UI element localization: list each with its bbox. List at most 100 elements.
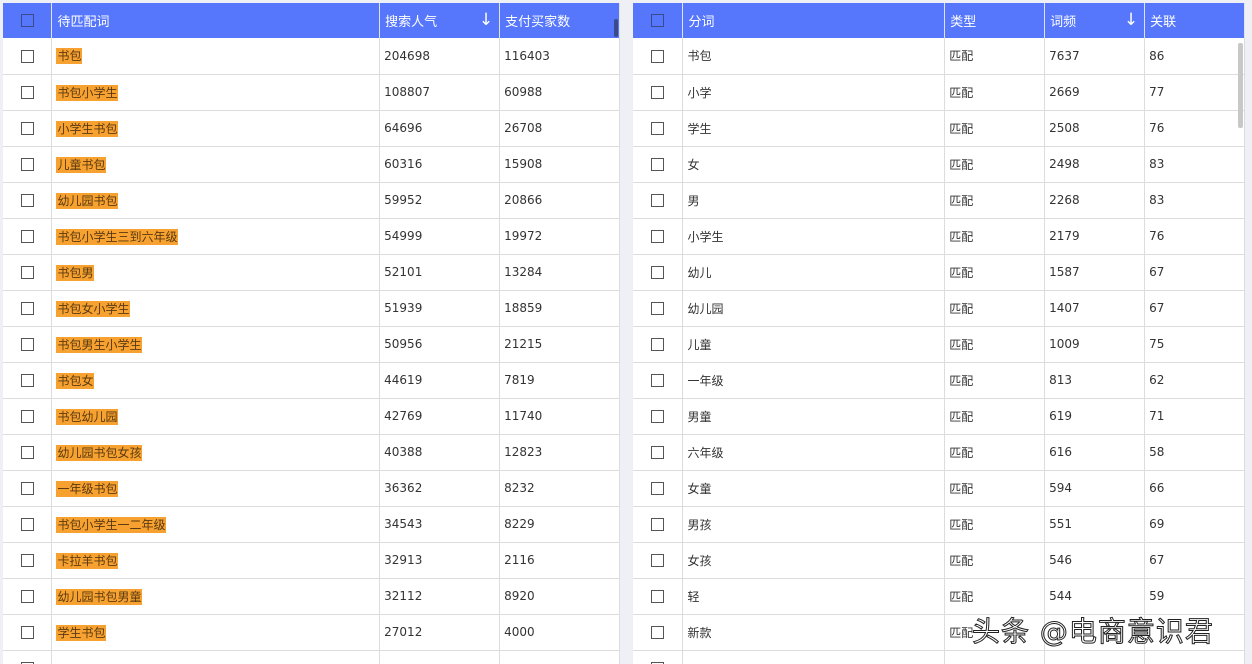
table-row[interactable]: 幼儿园 匹配 1407 67 [633, 290, 1245, 327]
table-row[interactable]: 书包 匹配 7637 86 [633, 38, 1245, 75]
row-checkbox[interactable] [3, 542, 53, 579]
row-checkbox[interactable] [3, 614, 53, 651]
select-all-checkbox[interactable] [633, 3, 684, 38]
row-checkbox[interactable] [633, 362, 684, 399]
column-header-search-popularity[interactable]: 搜索人气 ↓ [379, 3, 501, 38]
table-row[interactable]: 幼儿 匹配 1587 67 [633, 254, 1245, 291]
row-checkbox[interactable] [633, 434, 684, 471]
row-checkbox[interactable] [633, 74, 684, 111]
scrollbar[interactable] [1238, 43, 1243, 128]
cell: 54999 [379, 218, 501, 255]
column-header-type[interactable]: 类型 [944, 3, 1046, 38]
row-checkbox[interactable] [633, 146, 684, 183]
table-row[interactable]: 书包男生小学生 50956 21215 [3, 326, 620, 363]
column-header-keyword[interactable]: 待匹配词 [51, 3, 381, 38]
row-checkbox[interactable] [3, 434, 53, 471]
cell-text: 2179 [1049, 229, 1080, 243]
column-header-frequency[interactable]: 词频 ↓ [1044, 3, 1146, 38]
table-row[interactable] [633, 650, 1245, 664]
table-row[interactable]: 学生 匹配 2508 76 [633, 110, 1245, 147]
arrow-down-icon[interactable]: ↓ [478, 10, 494, 30]
column-header-relevance[interactable]: 关联 [1144, 3, 1245, 38]
table-row[interactable]: 书包女 44619 7819 [3, 362, 620, 399]
table-row[interactable]: 学生书包 27012 4000 [3, 614, 620, 651]
table-row[interactable] [3, 650, 620, 664]
cell: 1407 [1044, 290, 1146, 327]
row-checkbox[interactable] [3, 506, 53, 543]
row-checkbox[interactable] [3, 326, 53, 363]
row-checkbox[interactable] [633, 110, 684, 147]
row-checkbox[interactable] [3, 182, 53, 219]
select-all-checkbox[interactable] [3, 3, 53, 38]
table-row[interactable]: 儿童书包 60316 15908 [3, 146, 620, 183]
cell-text: 书包 [56, 48, 83, 65]
row-checkbox[interactable] [633, 614, 684, 651]
table-row[interactable]: 男孩 匹配 551 69 [633, 506, 1245, 543]
table-row[interactable]: 一年级书包 36362 8232 [3, 470, 620, 507]
cell: 匹配 [944, 398, 1046, 435]
row-checkbox[interactable] [3, 38, 53, 75]
row-checkbox[interactable] [633, 398, 684, 435]
table-row[interactable]: 书包男 52101 13284 [3, 254, 620, 291]
row-checkbox[interactable] [633, 542, 684, 579]
table-row[interactable]: 书包小学生 108807 60988 [3, 74, 620, 111]
table-row[interactable]: 男童 匹配 619 71 [633, 398, 1245, 435]
table-row[interactable]: 小学 匹配 2669 77 [633, 74, 1245, 111]
row-checkbox[interactable] [633, 254, 684, 291]
cell: 小学生 [682, 218, 946, 255]
table-row[interactable]: 书包小学生三到六年级 54999 19972 [3, 218, 620, 255]
table-row[interactable]: 女童 匹配 594 66 [633, 470, 1245, 507]
row-checkbox[interactable] [633, 506, 684, 543]
row-checkbox[interactable] [3, 218, 53, 255]
cell: 书包幼儿园 [51, 398, 381, 435]
cell: 76 [1144, 218, 1245, 255]
row-checkbox[interactable] [633, 578, 684, 615]
row-checkbox[interactable] [633, 218, 684, 255]
cell-text: 匹配 [949, 553, 974, 568]
table-row[interactable]: 幼儿园书包男童 32112 8920 [3, 578, 620, 615]
table-row[interactable]: 女孩 匹配 546 67 [633, 542, 1245, 579]
row-checkbox[interactable] [3, 110, 53, 147]
table-row[interactable]: 小学生书包 64696 26708 [3, 110, 620, 147]
row-checkbox[interactable] [3, 74, 53, 111]
cell: 544 [1044, 578, 1146, 615]
arrow-down-icon[interactable]: ↓ [1123, 10, 1139, 30]
table-row[interactable]: 书包小学生一二年级 34543 8229 [3, 506, 620, 543]
row-checkbox[interactable] [3, 578, 53, 615]
table-row[interactable]: 轻 匹配 544 59 [633, 578, 1245, 615]
row-checkbox[interactable] [3, 470, 53, 507]
cell: 匹配 [944, 254, 1046, 291]
row-checkbox[interactable] [633, 290, 684, 327]
column-header-buyers[interactable]: 支付买家数 [499, 3, 620, 38]
row-checkbox[interactable] [633, 182, 684, 219]
cell-text: 50956 [384, 337, 423, 351]
row-checkbox[interactable] [3, 290, 53, 327]
table-row[interactable]: 小学生 匹配 2179 76 [633, 218, 1245, 255]
table-row[interactable]: 卡拉羊书包 32913 2116 [3, 542, 620, 579]
scrollbar[interactable] [614, 19, 618, 37]
row-checkbox[interactable] [3, 146, 53, 183]
table-row[interactable]: 儿童 匹配 1009 75 [633, 326, 1245, 363]
table-row[interactable]: 书包 204698 116403 [3, 38, 620, 75]
row-checkbox[interactable] [633, 326, 684, 363]
table-row[interactable]: 男 匹配 2268 83 [633, 182, 1245, 219]
table-row[interactable]: 书包女小学生 51939 18859 [3, 290, 620, 327]
cell: 50956 [379, 326, 501, 363]
cell-text: 学生 [687, 121, 712, 136]
row-checkbox[interactable] [633, 38, 684, 75]
table-row[interactable]: 一年级 匹配 813 62 [633, 362, 1245, 399]
row-checkbox[interactable] [3, 362, 53, 399]
row-checkbox[interactable] [3, 650, 53, 664]
row-checkbox[interactable] [633, 650, 684, 664]
table-row[interactable]: 女 匹配 2498 83 [633, 146, 1245, 183]
column-header-segment[interactable]: 分词 [682, 3, 946, 38]
table-row[interactable]: 新款 匹配 [633, 614, 1245, 651]
table-row[interactable]: 六年级 匹配 616 58 [633, 434, 1245, 471]
cell: 8229 [499, 506, 620, 543]
table-row[interactable]: 幼儿园书包 59952 20866 [3, 182, 620, 219]
row-checkbox[interactable] [633, 470, 684, 507]
table-row[interactable]: 幼儿园书包女孩 40388 12823 [3, 434, 620, 471]
row-checkbox[interactable] [3, 254, 53, 291]
table-row[interactable]: 书包幼儿园 42769 11740 [3, 398, 620, 435]
row-checkbox[interactable] [3, 398, 53, 435]
